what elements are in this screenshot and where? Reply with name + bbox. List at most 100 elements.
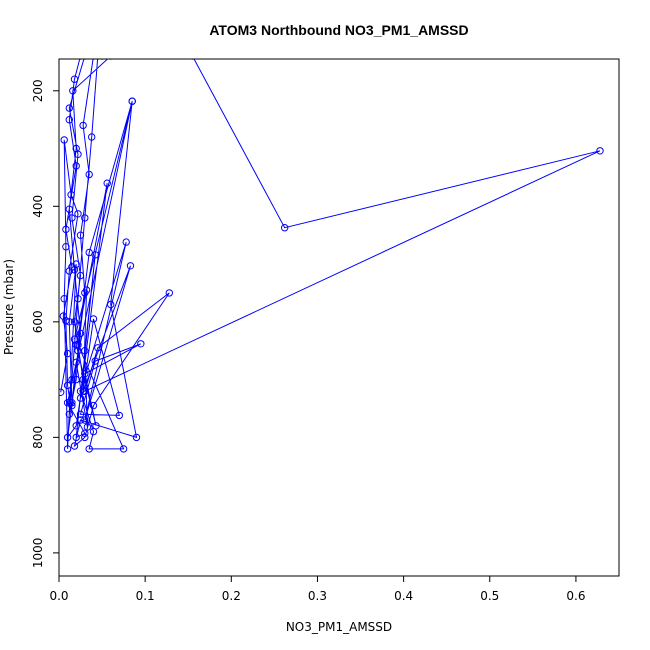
data-point	[72, 433, 80, 442]
data-point	[107, 300, 115, 309]
x-axis-label: NO3_PM1_AMSSD	[286, 620, 392, 634]
data-point	[94, 344, 102, 352]
data-point	[72, 260, 80, 268]
data-point	[70, 318, 79, 326]
data-point	[72, 162, 80, 170]
x-tick-label: 0.5	[480, 589, 499, 603]
data-point	[59, 388, 65, 396]
data-point	[76, 231, 85, 239]
chart-title: ATOM3 Northbound NO3_PM1_AMSSD	[209, 22, 468, 38]
data-point	[76, 394, 85, 402]
data-point	[82, 286, 91, 294]
y-tick-label: 1000	[31, 538, 45, 569]
data-point	[91, 251, 99, 259]
data-point	[72, 422, 80, 430]
x-tick-label: 0.4	[394, 589, 413, 603]
data-point	[79, 387, 87, 395]
data-point	[65, 104, 74, 112]
data-point	[60, 136, 68, 144]
data-point	[79, 121, 87, 130]
data-point	[70, 442, 79, 450]
y-tick-label: 600	[31, 310, 45, 333]
x-tick-label: 0.0	[49, 589, 68, 603]
x-axis: 0.0 0.1 0.2 0.3 0.4 0.5 0.6	[49, 575, 585, 603]
series-group	[59, 59, 604, 453]
data-point	[83, 423, 92, 431]
data-point	[122, 238, 130, 246]
data-point	[72, 358, 80, 366]
data-point	[78, 59, 83, 60]
data-point	[62, 243, 70, 251]
data-point	[63, 433, 72, 442]
y-tick-label: 200	[31, 79, 45, 102]
data-point	[81, 416, 89, 424]
data-point	[63, 381, 72, 390]
data-point	[72, 144, 80, 153]
plot-area	[59, 59, 604, 453]
data-point	[89, 315, 98, 323]
data-point	[81, 433, 89, 442]
data-point	[190, 59, 195, 60]
data-point	[65, 267, 74, 275]
data-point	[92, 422, 100, 430]
data-point	[81, 370, 89, 378]
data-point	[70, 75, 79, 83]
data-point	[85, 445, 93, 453]
data-point	[66, 399, 74, 407]
data-point	[65, 116, 74, 124]
data-point	[281, 224, 289, 232]
data-point	[65, 318, 74, 326]
data-point	[76, 416, 85, 424]
data-point	[68, 214, 76, 222]
data-point	[74, 210, 82, 218]
data-point	[88, 133, 96, 141]
data-point	[137, 340, 145, 348]
plot-frame	[58, 58, 620, 577]
data-point	[91, 59, 96, 60]
data-point	[62, 317, 70, 325]
data-point	[69, 87, 77, 95]
y-axis: 200 400 600 800 1000	[31, 79, 60, 569]
data-point	[68, 375, 76, 384]
data-point	[60, 295, 68, 303]
x-tick-label: 0.2	[222, 589, 241, 603]
data-point	[65, 205, 74, 213]
data-point	[115, 411, 124, 420]
data-point	[596, 147, 604, 155]
data-point	[81, 347, 89, 355]
data-point	[62, 225, 70, 234]
data-point	[63, 349, 72, 358]
data-point	[89, 401, 98, 410]
data-point	[99, 59, 105, 60]
y-tick-label: 400	[31, 195, 45, 218]
data-point	[74, 295, 82, 303]
y-axis-label: Pressure (mbar)	[2, 259, 16, 355]
data-point	[70, 335, 79, 343]
data-point	[76, 387, 85, 395]
data-point	[126, 262, 135, 270]
data-point	[119, 445, 128, 453]
data-point	[128, 97, 136, 105]
x-tick-label: 0.6	[566, 589, 585, 603]
data-point	[76, 410, 85, 418]
data-point	[132, 433, 141, 442]
data-point	[63, 445, 72, 453]
data-point	[165, 289, 174, 297]
data-point	[82, 59, 88, 60]
data-point	[103, 179, 111, 187]
data-point	[81, 429, 89, 437]
data-point	[63, 399, 72, 407]
data-point	[81, 214, 89, 222]
data-point	[67, 191, 75, 199]
x-tick-label: 0.1	[136, 589, 155, 603]
series-line	[60, 59, 601, 450]
data-point	[95, 59, 101, 60]
data-point	[76, 329, 85, 338]
x-tick-label: 0.3	[308, 589, 327, 603]
data-point	[76, 271, 85, 280]
data-point	[85, 170, 93, 179]
data-point	[72, 375, 80, 384]
data-point	[108, 59, 113, 60]
data-point	[65, 410, 74, 418]
